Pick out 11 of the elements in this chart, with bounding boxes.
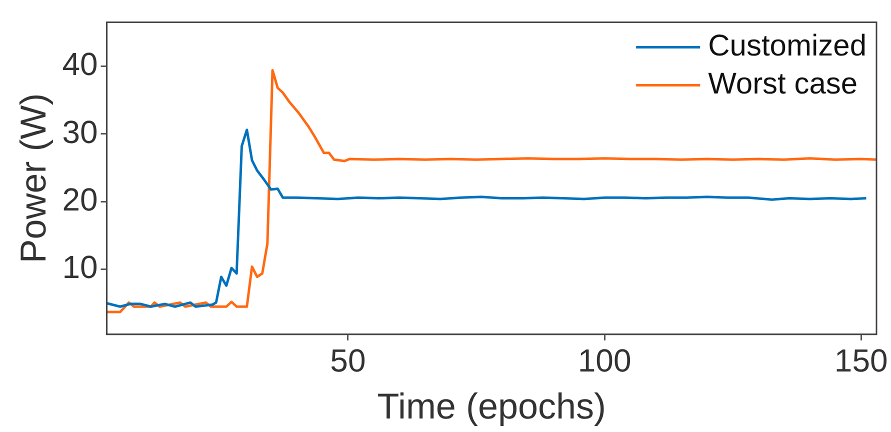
x-tick-label: 50 (330, 342, 366, 378)
y-tick-label: 10 (62, 249, 98, 286)
x-tick-label: 150 (834, 342, 888, 378)
y-axis-title: Power (W) (12, 93, 54, 264)
y-tick-label: 40 (62, 46, 98, 82)
x-tick-label: 100 (578, 342, 632, 378)
legend-label: Worst case (708, 67, 858, 100)
y-tick-label: 30 (62, 114, 98, 150)
legend-label: Customized (708, 29, 867, 62)
x-axis-title: Time (epochs) (377, 385, 606, 426)
y-tick-label: 20 (62, 181, 98, 218)
